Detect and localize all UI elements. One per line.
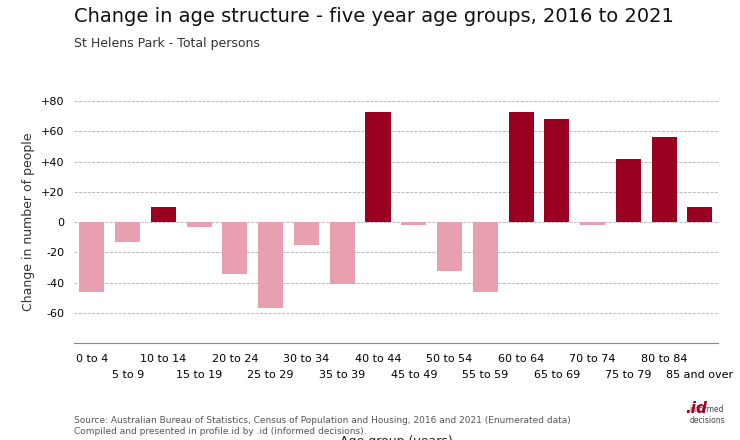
Text: 15 to 19: 15 to 19 [176,370,222,381]
Bar [401,222,426,225]
Text: 5 to 9: 5 to 9 [112,370,144,381]
Bar [258,222,283,308]
Text: Change in age structure - five year age groups, 2016 to 2021: Change in age structure - five year age … [74,7,674,26]
Text: 45 to 49: 45 to 49 [391,370,437,381]
Bar [115,222,140,242]
Bar [616,159,641,222]
Text: 70 to 74: 70 to 74 [569,354,616,364]
Bar [151,207,176,222]
Bar [366,112,391,222]
Bar [330,222,354,284]
Bar [580,222,605,225]
Bar [79,222,104,292]
Bar [473,222,498,292]
Bar [508,112,534,222]
Text: 85 and over: 85 and over [666,370,733,381]
Text: 0 to 4: 0 to 4 [75,354,108,364]
Bar [294,222,319,245]
Bar [223,222,247,274]
Text: informed
decisions: informed decisions [690,405,725,425]
Text: 60 to 64: 60 to 64 [498,354,544,364]
Bar [652,137,676,222]
Text: 30 to 34: 30 to 34 [283,354,329,364]
Text: 75 to 79: 75 to 79 [605,370,652,381]
Text: 55 to 59: 55 to 59 [462,370,508,381]
Bar [545,119,569,222]
Text: St Helens Park - Total persons: St Helens Park - Total persons [74,37,260,51]
Text: 65 to 69: 65 to 69 [534,370,580,381]
Text: 40 to 44: 40 to 44 [354,354,401,364]
Text: .id: .id [684,401,707,416]
Bar [437,222,462,271]
Bar [186,222,212,227]
Text: 25 to 29: 25 to 29 [247,370,294,381]
Text: Age group (years): Age group (years) [340,435,452,440]
Text: 20 to 24: 20 to 24 [212,354,258,364]
Text: 10 to 14: 10 to 14 [141,354,186,364]
Y-axis label: Change in number of people: Change in number of people [22,133,36,312]
Text: Source: Australian Bureau of Statistics, Census of Population and Housing, 2016 : Source: Australian Bureau of Statistics,… [74,416,571,436]
Bar [687,207,713,222]
Text: 80 to 84: 80 to 84 [641,354,687,364]
Text: 50 to 54: 50 to 54 [426,354,473,364]
Text: 35 to 39: 35 to 39 [319,370,366,381]
